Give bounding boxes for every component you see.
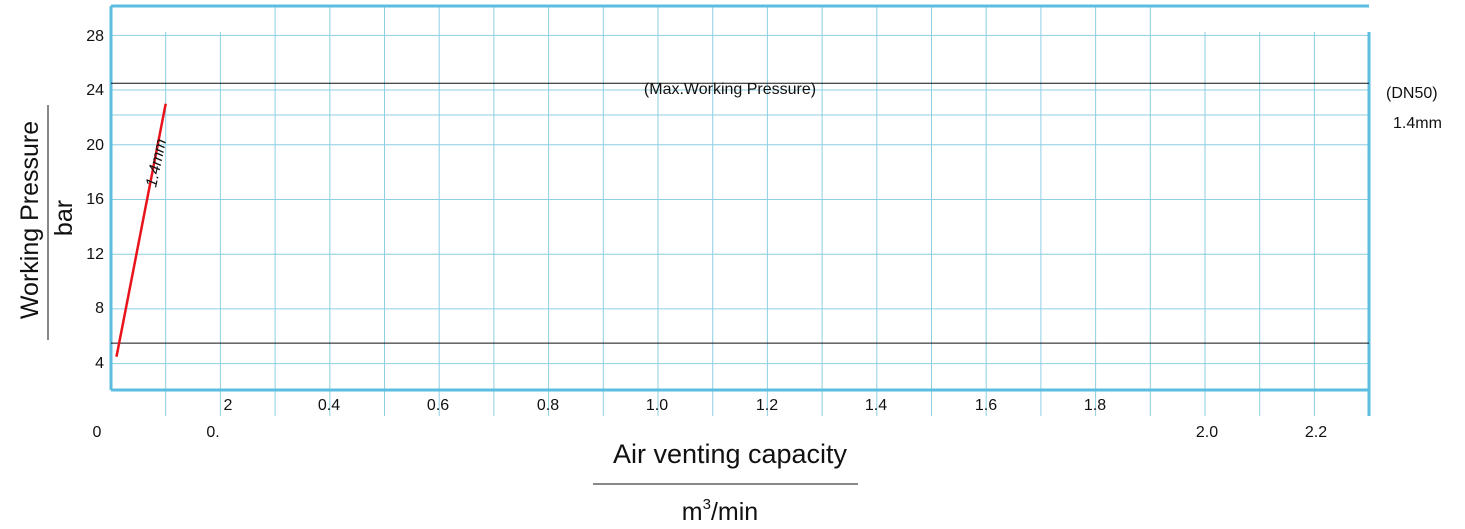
x-tick-label: 0.: [206, 424, 219, 441]
x-tick-label: 2: [224, 397, 233, 414]
y-axis-label: Working Pressure: [16, 121, 44, 319]
y-tick-labels: 4 8 12 16 20 24 28: [86, 28, 104, 372]
x-tick-labels: 2 0.4 0.6 0.8 1.0 1.2 1.4 1.6 1.8 0 0. 2.0 2.2: [93, 397, 1328, 441]
y-tick-label: 28: [86, 28, 104, 45]
series-group: [115, 103, 167, 358]
plot-frame: [109, 4, 1371, 416]
right-annotation-size: 1.4mm: [1393, 115, 1442, 132]
x-tick-label: 2.2: [1305, 424, 1327, 441]
x-axis-unit: m3/min: [682, 496, 758, 526]
y-tick-label: 16: [86, 191, 104, 208]
x-axis-unit-base: m: [682, 498, 703, 526]
x-tick-label: 0.6: [427, 397, 449, 414]
x-axis-unit-rest: /min: [711, 498, 758, 526]
y-tick-label: 12: [86, 246, 104, 263]
series-line-1-4mm: [115, 103, 167, 358]
x-axis-unit-exponent: 3: [703, 496, 711, 513]
y-tick-label: 4: [95, 355, 104, 372]
y-tick-label: 24: [86, 82, 104, 99]
y-axis-unit: bar: [50, 200, 78, 236]
y-tick-label: 20: [86, 137, 104, 154]
x-tick-label: 2.0: [1196, 424, 1218, 441]
grid: [111, 6, 1369, 416]
x-tick-label: 1.8: [1084, 397, 1106, 414]
x-tick-label: 1.4: [865, 397, 887, 414]
max-pressure-label: (Max.Working Pressure): [644, 81, 816, 98]
reference-lines: [111, 82, 1369, 344]
x-tick-label: 1.2: [756, 397, 778, 414]
right-annotation-dn50: (DN50): [1386, 85, 1438, 102]
x-tick-label: 1.6: [975, 397, 997, 414]
x-tick-label: 0.4: [318, 397, 340, 414]
x-tick-label: 0.8: [537, 397, 559, 414]
y-tick-label: 8: [95, 300, 104, 317]
x-tick-label: 1.0: [646, 397, 668, 414]
x-tick-label: 0: [93, 424, 102, 441]
x-axis-label: Air venting capacity: [613, 439, 848, 469]
